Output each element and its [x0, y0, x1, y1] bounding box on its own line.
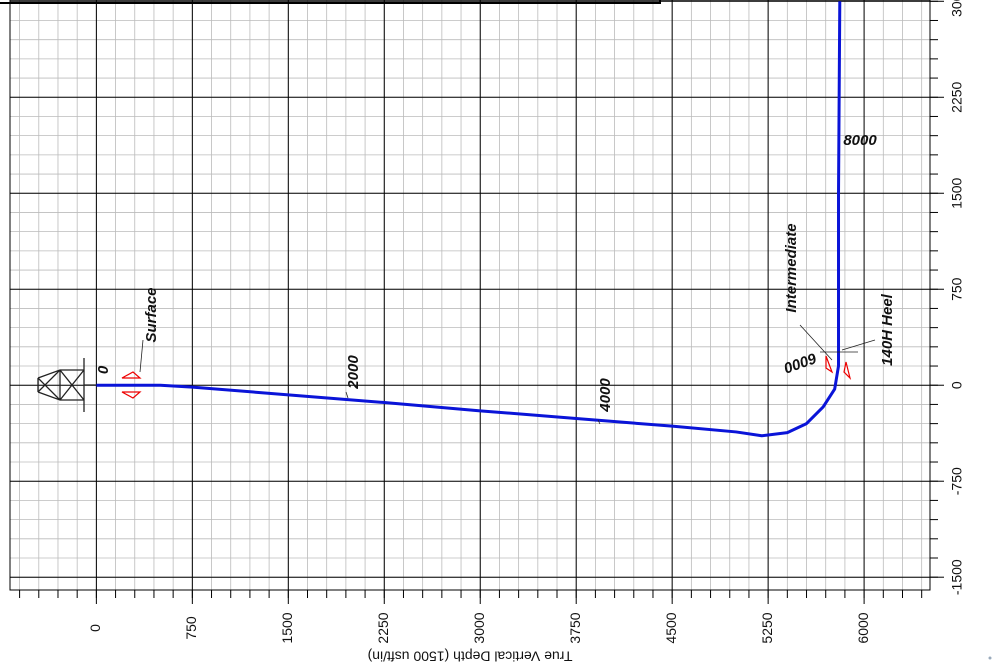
- casing-markers: [121, 355, 852, 399]
- x-tick-label: 3750: [567, 612, 583, 643]
- plot-frame: [9, 0, 931, 591]
- legend-box: [0, 0, 661, 4]
- annotation: Intermediate: [783, 223, 800, 312]
- annotation: 8000: [843, 132, 877, 149]
- y-tick-label: 2250: [949, 81, 965, 112]
- leader-lines: [139, 324, 876, 425]
- dot: [988, 656, 992, 660]
- annotation: 6000: [781, 349, 819, 377]
- annotation: 4000: [597, 378, 614, 413]
- y-tick-label: 1500: [949, 177, 965, 208]
- well-path: [96, 1, 842, 438]
- annotation: Surface: [143, 287, 160, 342]
- x-axis-label: True Vertical Depth (1500 usft/in): [368, 648, 573, 664]
- x-tick-label: 6000: [855, 612, 871, 643]
- x-tick-label: 750: [183, 616, 199, 640]
- annotation: 140H Heel: [879, 293, 896, 366]
- x-tick-label: 3000: [471, 612, 487, 643]
- y-tick-label: -750: [949, 467, 965, 495]
- grid: [10, 0, 930, 590]
- x-tick-label: 1500: [279, 612, 295, 643]
- x-tick-label: 0: [87, 624, 103, 632]
- y-tick-label: 750: [949, 277, 965, 301]
- rig-icon: [37, 358, 96, 412]
- x-tick-label: 2250: [375, 612, 391, 643]
- annotation: 0: [95, 365, 112, 374]
- x-tick-label: 4500: [663, 612, 679, 643]
- x-tick-label: 5250: [759, 612, 775, 643]
- annotation: 2000: [345, 355, 362, 390]
- y-tick-label: 0: [949, 381, 965, 389]
- y-tick-label: -1500: [949, 559, 965, 595]
- y-tick-label: 3000: [949, 0, 965, 17]
